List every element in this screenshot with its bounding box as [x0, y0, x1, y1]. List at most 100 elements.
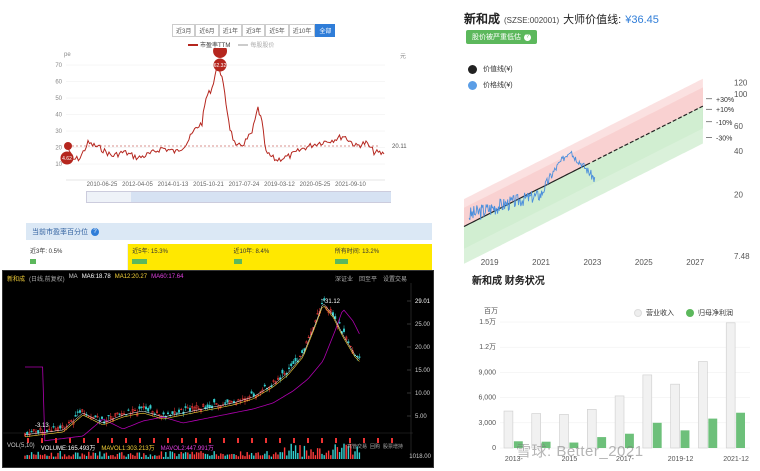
volume-bar [305, 450, 308, 459]
revenue-bar[interactable] [587, 409, 597, 449]
profit-bar[interactable] [652, 422, 662, 448]
event-marker [321, 438, 323, 443]
kline-mode[interactable]: (日线,前复权) [29, 277, 65, 283]
candle-body [78, 410, 81, 413]
profit-bar[interactable] [541, 441, 551, 448]
pe-tab-3[interactable]: 近3年 [242, 24, 266, 37]
pe-y-tick: 60 [55, 80, 62, 86]
volume-bar [96, 455, 99, 459]
percentile-panel: 当前市盈率百分位 ? 近3年: 0.5% 近5年: 15.3% 近10年: 8.4%… [26, 223, 432, 270]
pe-tab-4[interactable]: 近5年 [265, 24, 289, 37]
kline-menu-item[interactable]: 深证业 [334, 277, 353, 283]
legend-value-line[interactable]: 价值线(¥) [468, 64, 513, 74]
profit-bar[interactable] [625, 433, 634, 448]
volume-bar [125, 456, 127, 459]
volume-bar [198, 452, 200, 459]
volume-bar [189, 454, 191, 459]
volume-bar [107, 455, 110, 459]
pe-tab-2[interactable]: 近1年 [218, 24, 243, 37]
legend-price-item[interactable]: 每股股价 [238, 40, 274, 49]
pe-y-tick: 20 [55, 146, 62, 152]
candle-body [138, 406, 141, 409]
pe-tab-6[interactable]: 全部 [315, 24, 336, 37]
candle-body [261, 389, 264, 393]
volume-bar [233, 454, 235, 459]
valuation-y-tick: 7.48 [734, 252, 750, 261]
revenue-bar[interactable] [642, 374, 653, 449]
pe-chart: pe 元 70 60 50 40 30 20 10 2010-06-25 2012-04-05… [55, 48, 407, 188]
profit-bar[interactable] [680, 430, 690, 448]
badge-help-icon[interactable]: ? [524, 33, 531, 41]
profit-bar[interactable] [597, 437, 607, 448]
revenue-bar[interactable] [559, 414, 569, 449]
percentile-label: 近3年: 0.5% [30, 249, 63, 255]
volume-bar [354, 451, 356, 459]
pe-tab-5[interactable]: 近10年 [288, 24, 316, 37]
percentile-bar [30, 259, 36, 264]
pe-legend: 市盈率TTM 每股股价 [188, 40, 274, 49]
legend-profit[interactable]: 归母净利润 [686, 308, 733, 318]
candle-body [144, 406, 147, 410]
volume-bar [85, 455, 88, 459]
revenue-bar[interactable] [614, 395, 625, 449]
profit-bar[interactable] [569, 442, 579, 448]
volume-bar [193, 454, 196, 459]
volume-bar [39, 454, 42, 459]
kline-menu-item[interactable]: 设置交易 [382, 277, 407, 283]
event-marker [307, 438, 309, 443]
profit-bar[interactable] [708, 418, 718, 448]
candle-body [250, 391, 253, 394]
legend-pe-item[interactable]: 市盈率TTM [188, 40, 230, 49]
volume-bar [272, 454, 275, 459]
volume-bar [167, 456, 169, 459]
kline-menu-item[interactable]: 回至平 [358, 277, 377, 283]
help-icon[interactable]: ? [91, 227, 99, 236]
candle-body [52, 426, 55, 428]
kline-menu: 深证业 回至平 设置交易 [335, 274, 407, 283]
pe-range-slider[interactable] [86, 191, 391, 203]
event-marker [55, 438, 57, 443]
event-markers [27, 438, 393, 443]
revenue-bar[interactable] [503, 410, 514, 449]
profit-bar[interactable] [513, 441, 523, 448]
volume-bar [310, 449, 312, 459]
revenue-bar[interactable] [725, 322, 736, 449]
pe-range-selection[interactable] [131, 192, 391, 202]
revenue-bar[interactable] [698, 361, 708, 449]
volume-bar [52, 456, 55, 459]
volume-bar [277, 454, 279, 459]
revenue-bar[interactable] [531, 413, 541, 449]
event-marker [139, 438, 141, 443]
candle-body [175, 412, 178, 414]
legend-price-label: 每股股价 [250, 43, 275, 49]
volume-bar [88, 451, 90, 459]
kline-ma60: MA60:17.64 [151, 274, 184, 280]
pe-x-tick: 2020-05-25 [300, 182, 331, 188]
revenue-bar[interactable] [670, 383, 680, 449]
volume-bar [228, 454, 231, 459]
profit-bar[interactable] [736, 412, 745, 448]
valuation-band-label: +30% [716, 97, 734, 104]
event-marker [223, 438, 225, 443]
volume-bar [30, 452, 33, 459]
ma60-line [25, 309, 360, 442]
volume-bar [140, 456, 143, 459]
pe-range-tabs: 近3月 近6月 近1年 近3年 近5年 近10年 全部 [172, 24, 336, 37]
finance-panel: 新和成 财务状况 百万 营业收入 归母净利润 1.5万 1.2万 9,000 6,00… [458, 268, 760, 471]
pe-low-marker: 4.62 [60, 151, 74, 165]
undervalued-badge[interactable]: 股价被严重低估 ? [466, 30, 537, 44]
candle-body [195, 405, 198, 409]
pe-tab-1[interactable]: 近6月 [195, 24, 219, 37]
kline-y-tick: 20.00 [415, 345, 431, 351]
volume-bar [72, 454, 75, 459]
legend-revenue[interactable]: 营业收入 [634, 308, 674, 318]
candle-body [94, 415, 97, 418]
volume-bar [156, 455, 158, 459]
candle-body [41, 431, 44, 435]
kline-header: 新和成 (日线,前复权) MA MA6:18.78 MA12:20.27 MA6… [7, 274, 183, 283]
pe-tab-0[interactable]: 近3月 [172, 24, 196, 37]
legend-price-line[interactable]: 价格线(¥) [468, 80, 513, 90]
pe-y-right-unit: 元 [400, 53, 406, 60]
candle-body [131, 409, 134, 413]
pe-low-label: 4.62 [62, 156, 72, 162]
